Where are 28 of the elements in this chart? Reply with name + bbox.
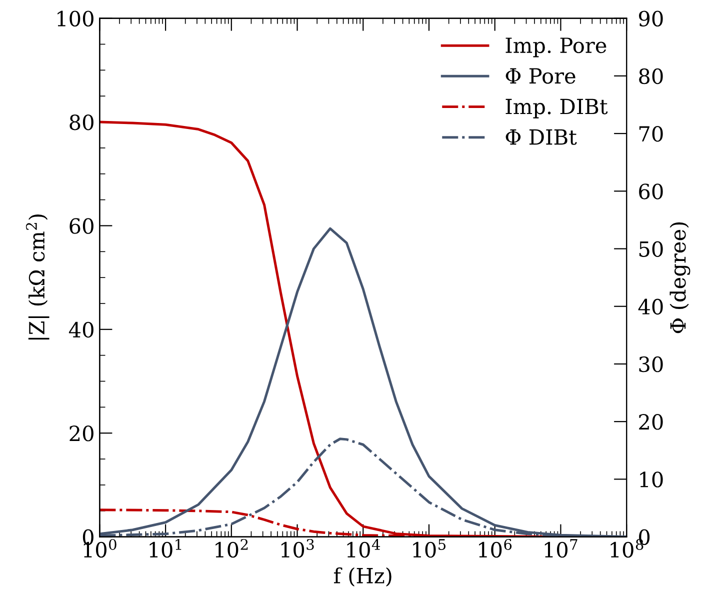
- x-tick-label: 10$^{6}$: [479, 538, 512, 558]
- y2-tick-label: 90: [638, 10, 663, 27]
- x-tick-label: 10$^{1}$: [150, 538, 182, 558]
- y2-axis-title: Φ (degree): [670, 222, 690, 334]
- x-tick-label: 10$^{2}$: [216, 538, 248, 558]
- y-tick-label: 80: [70, 114, 94, 130]
- y-tick-label: 40: [68, 322, 94, 338]
- y2-tick-label: 40: [638, 298, 663, 315]
- y2-tick-label: 10: [640, 472, 663, 488]
- y2-tick-label: 80: [639, 68, 663, 84]
- y-tick-label: 20: [70, 426, 94, 442]
- x-axis-title: f (Hz): [334, 567, 392, 586]
- y2-tick-label: 60: [639, 184, 663, 200]
- y2-tick-label: 50: [639, 241, 663, 257]
- legend-label: Imp. Pore: [506, 38, 606, 58]
- x-tick-label: 10$^{7}$: [544, 539, 578, 558]
- y-tick-label: 60: [70, 218, 94, 234]
- y2-tick-label: 20: [639, 414, 663, 430]
- legend-label: Φ Pore: [506, 68, 576, 84]
- legend-label: Imp. DIBt: [506, 98, 608, 118]
- x-tick-label: 10$^{4}$: [347, 538, 380, 558]
- y2-tick-label: 30: [639, 356, 663, 372]
- y-tick-label: 100: [58, 10, 94, 27]
- y2-tick-label: 70: [639, 126, 663, 142]
- x-tick-label: 10$^{3}$: [281, 538, 314, 558]
- y-axis-title: |Z| (kΩ cm$^{2}$): [26, 214, 50, 340]
- x-tick-label: 10$^{5}$: [413, 539, 446, 558]
- legend-label: Φ DIBt: [506, 129, 577, 145]
